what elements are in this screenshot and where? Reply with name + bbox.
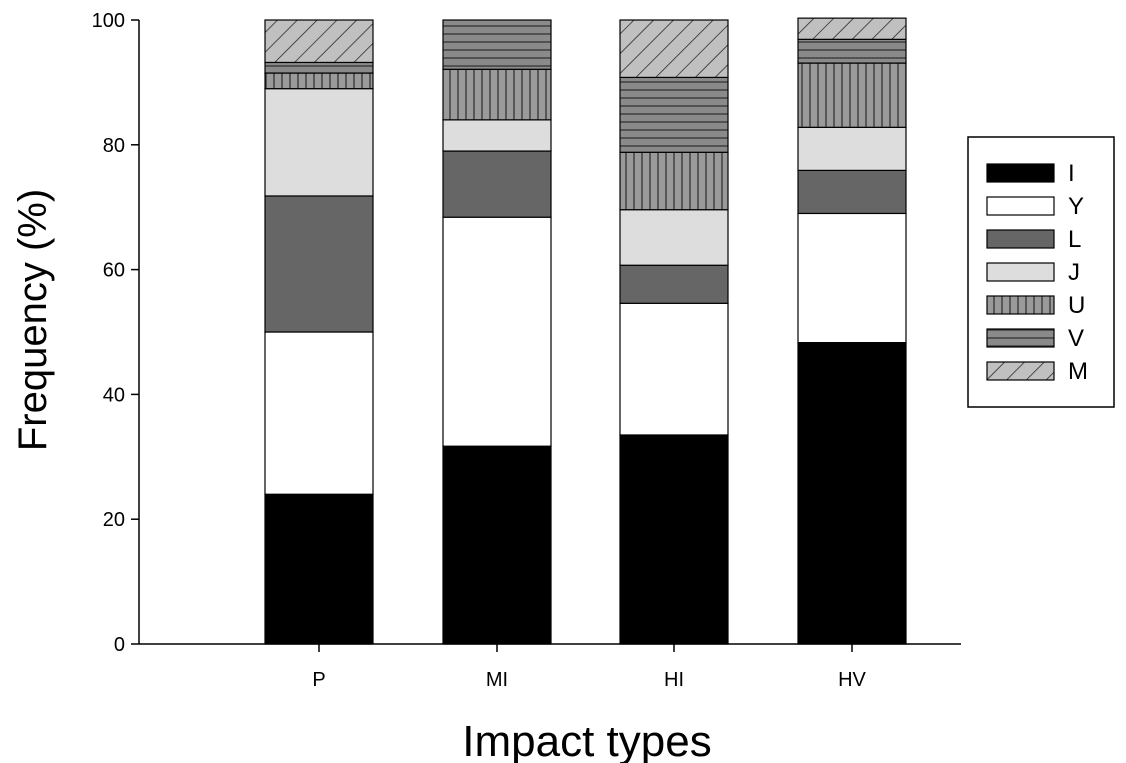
y-tick-label: 80 — [103, 135, 125, 157]
bar-segment-hv-j — [797, 126, 907, 171]
bar-segment-mi-l — [442, 150, 552, 218]
bar-segment-p-m — [264, 19, 374, 64]
x-tick-label: P — [312, 669, 325, 691]
bar-segment-p-u — [264, 72, 374, 90]
y-tick-label: 40 — [103, 384, 125, 406]
x-axis-title: Impact types — [462, 717, 711, 763]
bar-segment-mi-j — [442, 119, 552, 152]
y-tick-label: 20 — [103, 509, 125, 531]
bar-segment-hi-v — [619, 76, 729, 153]
bar-segment-hv-m — [797, 17, 907, 40]
bar-segment-mi-i — [442, 445, 552, 645]
x-ticks-layer: P MI HI HV — [312, 644, 867, 691]
legend-label-u: U — [1068, 292, 1085, 319]
legend-label-l: L — [1068, 226, 1081, 253]
legend-label-i: I — [1068, 160, 1075, 187]
bar-segment-mi-y — [442, 216, 552, 447]
y-ticks-layer: 0 20 40 60 80 100 — [92, 10, 139, 656]
bar-segment-mi-u — [442, 68, 552, 121]
bar-segment-hi-j — [619, 209, 729, 266]
y-tick-label: 100 — [92, 10, 125, 32]
legend-swatch-i — [986, 163, 1055, 183]
bar-segment-hv-v — [797, 38, 907, 64]
x-tick-label: HV — [838, 669, 866, 691]
legend-swatch-l — [986, 229, 1055, 249]
legend-swatch-v — [986, 328, 1055, 348]
bar-segment-hv-i — [797, 342, 907, 645]
bars-layer — [264, 17, 907, 645]
x-tick-label: HI — [664, 669, 684, 691]
axes-layer — [138, 20, 961, 645]
bar-segment-p-y — [264, 331, 374, 495]
x-tick-label: MI — [486, 669, 508, 691]
legend-swatch-j — [986, 262, 1055, 282]
legend-label-m: M — [1068, 358, 1088, 385]
bar-segment-hi-u — [619, 151, 729, 211]
legend-swatch-y — [986, 196, 1055, 216]
bar-segment-p-l — [264, 195, 374, 333]
bar-segment-hi-m — [619, 19, 729, 79]
legend-label-y: Y — [1068, 193, 1084, 220]
y-tick-label: 60 — [103, 260, 125, 282]
y-axis-title: Frequency (%) — [11, 189, 55, 451]
bar-segment-hv-l — [797, 169, 907, 215]
bar-segment-p-v — [264, 61, 374, 74]
legend-label-v: V — [1068, 325, 1084, 352]
bar-segment-hv-y — [797, 212, 907, 344]
bar-segment-hv-u — [797, 62, 907, 128]
bar-segment-mi-v — [442, 19, 552, 70]
bar-segment-p-j — [264, 88, 374, 197]
bar-segment-p-i — [264, 493, 374, 645]
legend-swatch-u — [986, 295, 1055, 315]
bar-segment-hi-i — [619, 434, 729, 645]
y-tick-label: 0 — [114, 634, 125, 656]
legend-label-j: J — [1068, 259, 1080, 286]
bar-segment-hi-l — [619, 264, 729, 304]
legend-swatch-m — [986, 361, 1055, 381]
bar-segment-hi-y — [619, 302, 729, 436]
